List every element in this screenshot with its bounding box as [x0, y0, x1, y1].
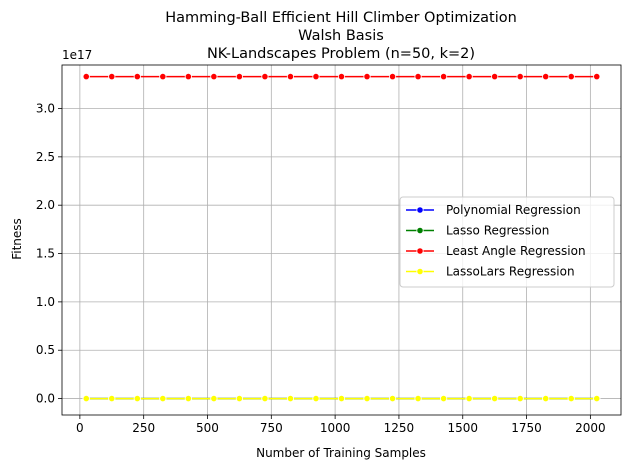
- chart-title: Hamming-Ball Efficient Hill Climber Opti…: [165, 10, 517, 62]
- y-axis-label: Fitness: [10, 218, 24, 260]
- y-tick-label: 3.0: [36, 102, 55, 116]
- data-point: [312, 73, 320, 81]
- data-point: [593, 394, 601, 403]
- x-tick-label: 250: [132, 421, 155, 435]
- data-point: [542, 73, 550, 81]
- x-tick-label: 1250: [384, 421, 415, 435]
- legend-item: Polynomial Regression: [406, 203, 581, 217]
- data-point: [184, 394, 192, 403]
- data-point: [491, 73, 499, 81]
- data-point: [363, 73, 371, 81]
- x-tick-label: 500: [196, 421, 219, 435]
- plot-frame: [61, 64, 622, 416]
- legend-marker: [416, 247, 424, 255]
- data-point: [567, 73, 575, 81]
- data-point: [414, 394, 422, 403]
- legend-marker: [416, 226, 424, 235]
- data-point: [108, 73, 116, 81]
- data-point: [82, 73, 90, 81]
- y-tick-label: 2.5: [36, 150, 55, 164]
- data-point: [593, 73, 601, 81]
- x-tick-label: 1500: [447, 421, 478, 435]
- series-lines: [82, 73, 601, 403]
- legend-label: Least Angle Regression: [446, 244, 586, 258]
- data-point: [440, 73, 448, 81]
- legend-item: Lasso Regression: [406, 224, 549, 238]
- data-point: [388, 394, 397, 403]
- legend-label: Polynomial Regression: [446, 203, 581, 217]
- data-point: [465, 73, 473, 81]
- data-point: [261, 394, 269, 403]
- x-tick-label: 1000: [320, 421, 351, 435]
- data-point: [516, 394, 524, 403]
- x-tick-label: 0: [76, 421, 84, 435]
- x-tick-label: 750: [260, 421, 283, 435]
- y-tick-label: 1.5: [36, 247, 55, 261]
- data-point: [567, 394, 575, 403]
- data-point: [491, 394, 499, 403]
- data-point: [133, 394, 141, 403]
- y-tick-label: 2.0: [36, 198, 55, 212]
- data-point: [312, 394, 320, 403]
- data-point: [388, 73, 397, 81]
- series-3: [82, 73, 601, 81]
- x-axis-label: Number of Training Samples: [256, 446, 426, 460]
- chart-title-line-3: NK-Landscapes Problem (n=50, k=2): [207, 46, 475, 62]
- x-tick-label: 2000: [575, 421, 606, 435]
- legend-label: LassoLars Regression: [446, 265, 575, 279]
- data-point: [337, 394, 346, 403]
- data-point: [542, 394, 550, 403]
- data-point: [108, 394, 116, 403]
- y-tick-label: 1.0: [36, 295, 55, 309]
- series-4: [82, 394, 601, 403]
- legend-label: Lasso Regression: [446, 224, 549, 238]
- x-tick-label: 1750: [511, 421, 542, 435]
- data-point: [159, 73, 167, 81]
- chart-title-line-1: Hamming-Ball Efficient Hill Climber Opti…: [165, 10, 517, 26]
- data-point: [210, 73, 218, 81]
- data-point: [286, 73, 295, 81]
- data-point: [286, 394, 295, 403]
- data-point: [159, 394, 167, 403]
- data-point: [210, 394, 218, 403]
- data-point: [133, 73, 141, 81]
- data-point: [235, 394, 243, 403]
- data-point: [440, 394, 448, 403]
- legend-item: LassoLars Regression: [406, 265, 575, 279]
- y-tick-label: 0.5: [36, 343, 55, 357]
- data-point: [516, 73, 524, 81]
- data-point: [82, 394, 90, 403]
- data-point: [465, 394, 473, 403]
- y-tick-label: 0.0: [36, 392, 55, 406]
- legend: Polynomial Regression Lasso Regression Lea…: [399, 196, 615, 288]
- data-point: [235, 73, 243, 81]
- data-point: [261, 73, 269, 81]
- data-point: [414, 73, 422, 81]
- legend-item: Least Angle Regression: [406, 244, 586, 258]
- axes: 0 250 500 750 1000 1250 1500 1750 2000 0.0 0.5 1.0 1…: [36, 64, 622, 435]
- data-point: [184, 73, 192, 81]
- legend-marker: [416, 206, 424, 214]
- data-point: [363, 394, 371, 403]
- legend-box: [399, 196, 615, 288]
- legend-marker: [416, 267, 424, 276]
- chart-title-line-2: Walsh Basis: [298, 28, 384, 44]
- data-point: [337, 73, 346, 81]
- y-offset-label: 1e17: [62, 48, 92, 62]
